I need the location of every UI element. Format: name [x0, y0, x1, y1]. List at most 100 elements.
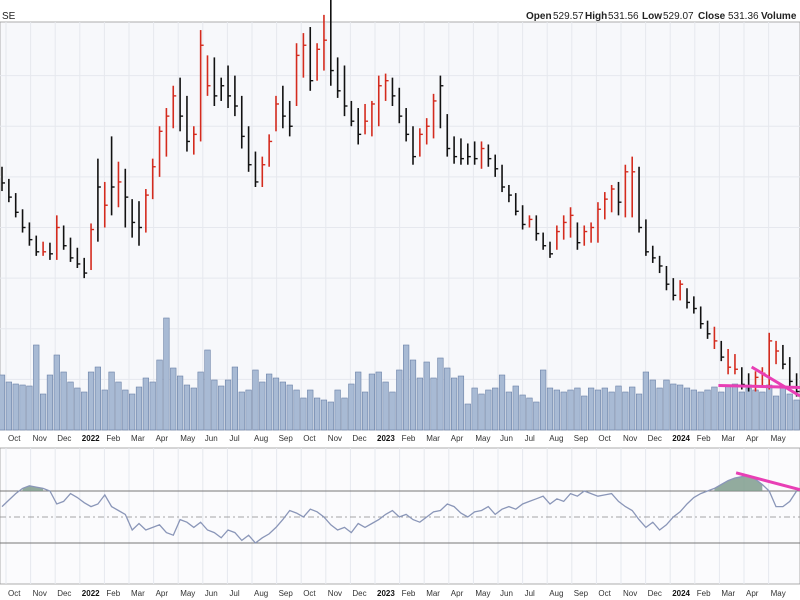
volume-bar [745, 387, 752, 431]
x-tick-label: May [180, 434, 195, 443]
price-bar [193, 126, 197, 155]
volume-bar [718, 391, 725, 431]
volume-bar [74, 387, 81, 431]
x-tick-label: Dec [57, 434, 71, 443]
price-bar [275, 95, 279, 132]
x-tick-label: May [771, 434, 786, 443]
price-bar [343, 65, 348, 117]
x-tick-label: 2022 [82, 434, 100, 443]
price-bar [535, 215, 540, 241]
x-tick-label: Jul [229, 434, 239, 443]
price-bar [514, 193, 519, 216]
volume-bar [252, 369, 259, 431]
volume-bar [690, 389, 697, 431]
close-value: 531.36 [728, 11, 759, 22]
volume-bar [567, 389, 574, 431]
x-tick-label: Jun [500, 434, 513, 443]
volume-bar [724, 384, 732, 431]
x-tick-label: Oct [598, 434, 611, 443]
price-bar [521, 205, 526, 230]
volume-bar [341, 397, 348, 431]
volume-bar [361, 391, 369, 431]
price-bar [158, 126, 163, 177]
volume-bar [259, 381, 266, 431]
volume-bar [731, 383, 739, 431]
low-label: Low [642, 11, 662, 22]
price-bar [645, 219, 649, 256]
price-bar [672, 278, 677, 301]
x-tick-label-lower: Aug [549, 589, 563, 598]
indicator-line [1, 474, 798, 544]
price-bar [419, 128, 423, 157]
x-tick-label: Jul [525, 434, 535, 443]
price-bar [97, 158, 101, 242]
volume-bar [670, 383, 677, 431]
volume-bar [403, 344, 410, 431]
volume-bar [334, 389, 341, 431]
x-tick-label: Sep [279, 434, 294, 443]
volume-bar [67, 381, 74, 431]
x-axis: Oct Oct Nov Nov Dec Dec 2022 2022 Feb Feb Mar Mar Ap… [8, 434, 786, 598]
price-bar [432, 93, 437, 139]
volume-bar [594, 389, 602, 431]
volume-bar [546, 387, 554, 431]
price-bar [631, 156, 636, 218]
price-bar [569, 207, 574, 238]
price-bar [316, 43, 321, 81]
volume-bar [759, 391, 766, 431]
x-tick-label-lower: Mar [131, 589, 145, 598]
high-value: 531.56 [608, 11, 639, 22]
price-bar [268, 134, 273, 167]
x-tick-label-lower: Aug [254, 589, 268, 598]
low-value: 529.07 [663, 11, 694, 22]
x-tick-label: Mar [721, 434, 735, 443]
price-bar [1, 166, 5, 192]
price-bar [28, 222, 33, 246]
volume-bar [0, 374, 6, 431]
price-bar [35, 235, 40, 256]
x-tick-label: Aug [254, 434, 268, 443]
volume-bar [197, 371, 204, 431]
volume-bar [512, 385, 519, 431]
x-tick-label-lower: Feb [402, 589, 416, 598]
volume-bar [313, 397, 321, 431]
volume-bar [649, 379, 656, 431]
price-bar [62, 225, 67, 250]
price-bar [603, 192, 608, 220]
price-bar [165, 108, 170, 157]
price-bar [384, 73, 389, 101]
price-bar [323, 14, 327, 71]
volume-bar [81, 391, 88, 431]
x-tick-label: Apr [746, 434, 759, 443]
price-bar [288, 100, 293, 137]
open-label-text: Open [526, 11, 552, 22]
price-bar [172, 85, 177, 129]
x-tick-label: Nov [623, 434, 637, 443]
x-tick-label-lower: Oct [598, 589, 611, 598]
volume-bar [766, 384, 773, 431]
x-tick-label-lower: Nov [328, 589, 342, 598]
x-tick-label: Oct [303, 434, 316, 443]
x-tick-label-lower: Dec [352, 589, 366, 598]
x-tick-label-lower: Jun [500, 589, 513, 598]
price-bar [466, 143, 471, 165]
price-bar [357, 108, 362, 145]
volume-bar [526, 397, 533, 431]
trendlines [718, 365, 800, 492]
price-bar [487, 144, 492, 167]
x-tick-label-lower: Apr [451, 589, 464, 598]
volume-bar [348, 383, 355, 431]
volume-bar [608, 391, 615, 431]
volume-bar [183, 384, 191, 431]
x-tick-label: Feb [697, 434, 711, 443]
price-bar [234, 75, 238, 117]
price-bar [131, 199, 136, 238]
price-bar [590, 222, 595, 243]
volume-bar [87, 371, 95, 431]
price-bar [405, 108, 410, 142]
volume-bar [622, 391, 629, 431]
volume-bar [115, 381, 122, 431]
volume-bar [738, 391, 745, 431]
volume-bar [12, 383, 19, 431]
